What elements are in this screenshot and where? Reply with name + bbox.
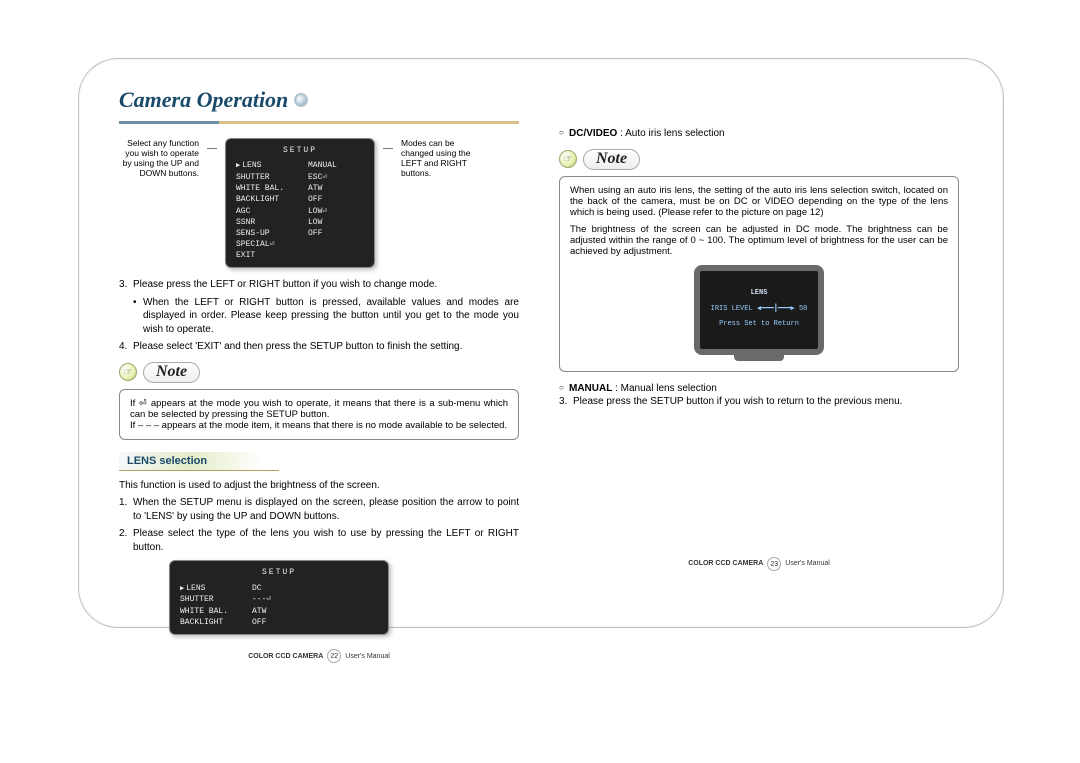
monitor-line-2: IRIS LEVEL ◀━━━┃━━━▶ 50 — [711, 305, 808, 315]
left-column: Camera Operation Select any function you… — [119, 89, 519, 663]
title-rule — [119, 121, 519, 124]
monitor-line-3: Press Set to Return — [719, 320, 799, 330]
osd2-row-shutter: SHUTTER — [180, 594, 252, 605]
list-item: 3.Please press the SETUP button if you w… — [559, 395, 959, 409]
osd2-row-backlight: BACKLIGHT — [180, 617, 252, 628]
manual-bold: MANUAL — [569, 383, 612, 394]
note-bullet: The brightness of the screen can be adju… — [570, 224, 948, 257]
left-text-body: 3.Please press the LEFT or RIGHT button … — [119, 278, 519, 354]
list-item: 4.Please select 'EXIT' and then press th… — [119, 340, 519, 354]
left-footer: COLOR CCD CAMERA 22 User's Manual — [119, 649, 519, 663]
footer-label: User's Manual — [785, 560, 830, 567]
osd-monitor-lens: LENS IRIS LEVEL ◀━━━┃━━━▶ 50 Press Set t… — [694, 265, 824, 355]
osd-row-exit: EXIT — [236, 250, 308, 261]
footer-product: COLOR CCD CAMERA — [688, 560, 763, 567]
osd2-row-lens: LENS — [180, 583, 252, 595]
hand-point-icon: ☞ — [559, 150, 577, 168]
footer-label: User's Manual — [345, 653, 390, 660]
note-label: Note — [143, 362, 200, 383]
osd-row-ssnr: SSNR — [236, 217, 308, 228]
lens-section-body: This function is used to adjust the brig… — [119, 479, 519, 555]
note-badge-2: ☞ Note — [559, 149, 959, 170]
lens-intro: This function is used to adjust the brig… — [119, 479, 519, 493]
osd-row-special: SPECIAL⏎ — [236, 239, 308, 250]
osd-right-caption: Modes can be changed using the LEFT and … — [401, 138, 481, 178]
osd-row-shutter: SHUTTER — [236, 172, 308, 183]
note-bullet: If – – – appears at the mode item, it me… — [130, 420, 508, 431]
footer-product: COLOR CCD CAMERA — [248, 653, 323, 660]
right-footer: COLOR CCD CAMERA 23 User's Manual — [559, 557, 959, 571]
osd-row-agc: AGC — [236, 206, 308, 217]
osd-row-sensup: SENS-UP — [236, 228, 308, 239]
page-number-left: 22 — [327, 649, 341, 663]
page-number-right: 23 — [767, 557, 781, 571]
list-item: 3.Please press the LEFT or RIGHT button … — [119, 278, 519, 292]
right-step3: 3.Please press the SETUP button if you w… — [559, 395, 959, 409]
page-title-row: Camera Operation — [119, 89, 519, 111]
osd-left-caption: Select any function you wish to operate … — [119, 138, 199, 178]
osd-row-wb: WHITE BAL. — [236, 183, 308, 194]
list-item: 2.Please select the type of the lens you… — [119, 527, 519, 554]
title-dot-icon — [294, 93, 308, 107]
osd2-row-wb: WHITE BAL. — [180, 606, 252, 617]
monitor-line-1: LENS — [751, 289, 768, 299]
connector-line-left — [207, 148, 217, 149]
note-badge: ☞ Note — [119, 362, 519, 383]
hand-point-icon: ☞ — [119, 363, 137, 381]
connector-line-right — [383, 148, 393, 149]
osd-row-backlight: BACKLIGHT — [236, 194, 308, 205]
note-box-2: When using an auto iris lens, the settin… — [559, 176, 959, 372]
osd-title: SETUP — [236, 145, 364, 156]
osd-setup-box-2: SETUP LENSDC SHUTTER---⏎ WHITE BAL.ATW B… — [169, 560, 389, 635]
osd-setup-diagram: Select any function you wish to operate … — [119, 138, 519, 268]
manual-page-spread: Camera Operation Select any function you… — [78, 58, 1004, 628]
osd2-title: SETUP — [180, 567, 378, 578]
dc-video-bold: DC/VIDEO — [569, 128, 617, 139]
osd-setup-box: SETUP LENSMANUAL SHUTTERESC⏎ WHITE BAL.A… — [225, 138, 375, 268]
lens-section-header: LENS selection — [119, 452, 279, 471]
note-box-1: If ⏎ appears at the mode you wish to ope… — [119, 389, 519, 440]
right-column: DC/VIDEO : Auto iris lens selection ☞ No… — [559, 89, 959, 663]
osd-row-lens: LENS — [236, 160, 308, 172]
note-bullet: If ⏎ appears at the mode you wish to ope… — [130, 398, 508, 420]
page-title: Camera Operation — [119, 89, 288, 111]
list-item: 1.When the SETUP menu is displayed on th… — [119, 496, 519, 523]
note-bullet: When using an auto iris lens, the settin… — [570, 185, 948, 218]
sub-bullet: When the LEFT or RIGHT button is pressed… — [119, 296, 519, 337]
manual-line: MANUAL : Manual lens selection — [559, 382, 959, 396]
dc-video-line: DC/VIDEO : Auto iris lens selection — [559, 127, 959, 141]
note-label: Note — [583, 149, 640, 170]
